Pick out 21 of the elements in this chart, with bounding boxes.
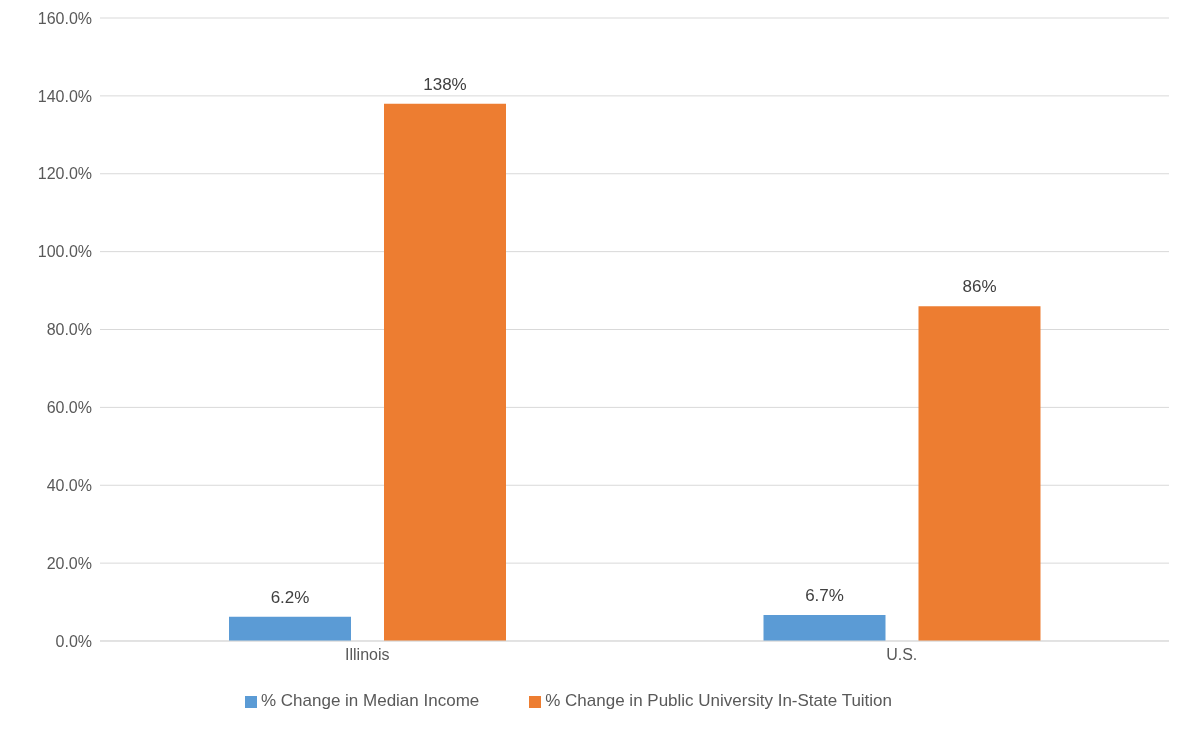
- bar: [763, 614, 886, 641]
- y-tick-label: 140.0%: [37, 87, 92, 105]
- legend-label: % Change in Median Income: [260, 691, 480, 710]
- bar: [229, 616, 351, 641]
- x-tick-label: Illinois: [345, 646, 390, 664]
- y-tick-label: 60.0%: [46, 399, 92, 417]
- data-label: 138%: [423, 74, 467, 94]
- y-tick-label: 160.0%: [37, 9, 92, 27]
- y-tick-label: 20.0%: [46, 554, 92, 572]
- x-tick-label: U.S.: [886, 646, 918, 664]
- bar: [918, 306, 1041, 641]
- bar: [384, 103, 506, 641]
- y-tick-label: 0.0%: [55, 632, 92, 650]
- y-tick-label: 100.0%: [37, 243, 92, 261]
- data-label: 86%: [962, 277, 997, 297]
- data-label: 6.2%: [270, 587, 310, 607]
- legend-label: % Change in Public University In-State Tuition: [545, 691, 893, 710]
- y-tick-label: 40.0%: [46, 476, 92, 494]
- data-label: 6.7%: [805, 585, 844, 605]
- y-tick-label: 120.0%: [37, 165, 92, 183]
- y-tick-label: 80.0%: [46, 321, 92, 339]
